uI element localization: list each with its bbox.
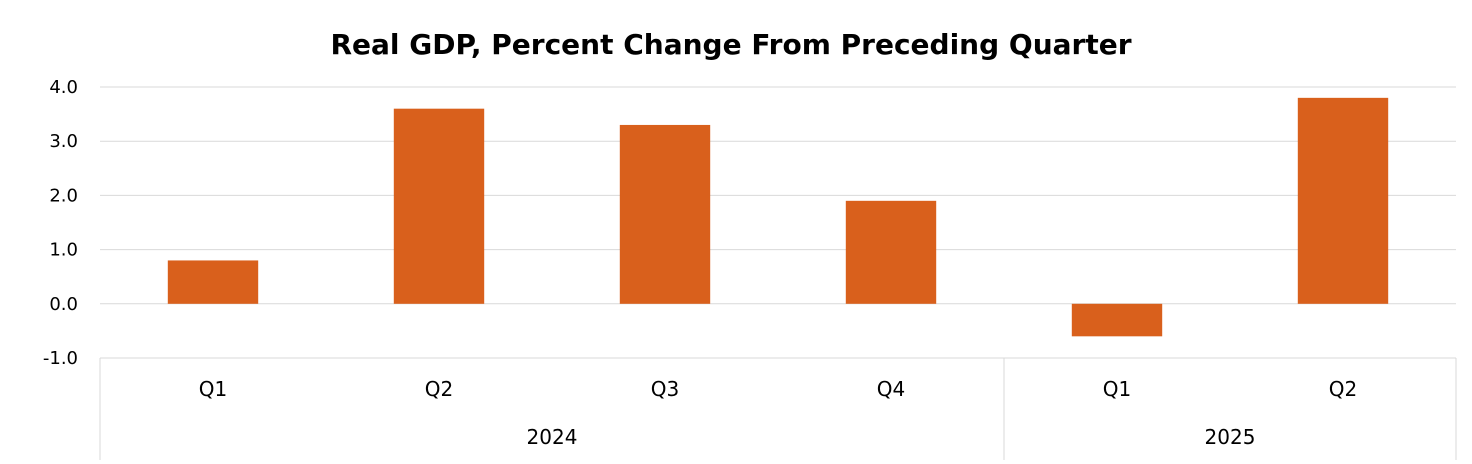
x-category-label: Q1 — [199, 377, 227, 401]
y-tick-label: 1.0 — [49, 240, 78, 261]
y-tick-label: -1.0 — [43, 348, 78, 369]
y-tick-label: 4.0 — [49, 77, 78, 98]
bar-6 — [1297, 97, 1389, 304]
x-category-label: Q4 — [877, 377, 905, 401]
x-group-label: 2025 — [1205, 425, 1256, 449]
y-tick-label: 0.0 — [49, 294, 78, 315]
y-tick-label: 2.0 — [49, 185, 78, 206]
bar-1 — [167, 260, 259, 304]
bar-3 — [619, 124, 711, 304]
x-group-label: 2024 — [527, 425, 578, 449]
x-category-label: Q1 — [1103, 377, 1131, 401]
bars — [167, 97, 1389, 337]
x-category-label: Q2 — [1329, 377, 1357, 401]
x-axis: Q1 Q2 Q3 Q4 Q1 Q2 2024 2025 — [99, 358, 1457, 460]
bar-2 — [393, 108, 485, 304]
chart-title: Real GDP, Percent Change From Preceding … — [330, 28, 1131, 61]
x-category-label: Q3 — [651, 377, 679, 401]
y-tick-label: 3.0 — [49, 131, 78, 152]
bar-5 — [1071, 303, 1163, 337]
y-axis-ticks: -1.0 0.0 1.0 2.0 3.0 4.0 — [43, 77, 78, 369]
x-category-label: Q2 — [425, 377, 453, 401]
gridlines — [100, 86, 1456, 359]
bar-4 — [845, 200, 937, 304]
